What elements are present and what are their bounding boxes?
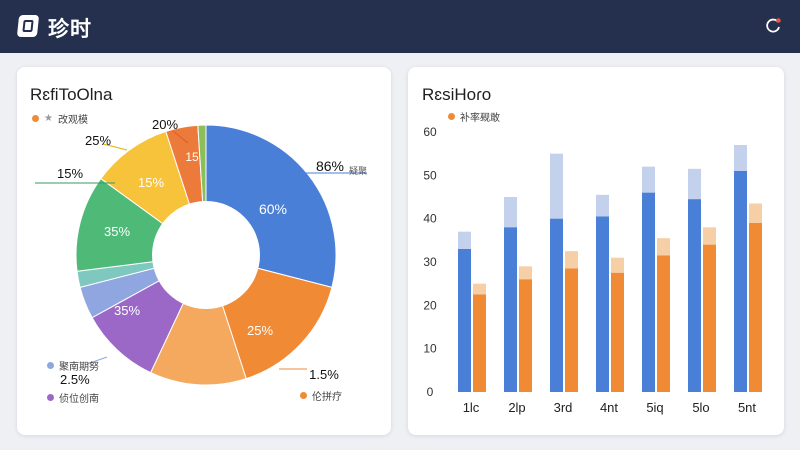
slice-label-15-orange: 15 (185, 150, 199, 164)
bar-5nt-1 (749, 223, 762, 392)
callout-line (172, 130, 189, 144)
slice-label-60: 60% (259, 201, 287, 217)
bar-cap-5iq-0 (642, 166, 655, 193)
bottom-legend-value: 2.5% (60, 372, 90, 387)
x-tick-label: 3rd (554, 400, 573, 415)
callout-86: 86% (316, 158, 344, 174)
star-icon: ★ (44, 113, 53, 124)
bar-5iq-0 (642, 192, 655, 392)
bar-chart: 0 10 20 30 40 50 60 1lc 2lp 3rd 4nt 5iq 5lo 5nt (423, 125, 762, 415)
bar-2lp-0 (504, 227, 517, 392)
bar-cap-5iq-1 (657, 238, 670, 256)
bar-2lp-1 (519, 279, 532, 392)
slice-label-35-green: 35% (104, 224, 130, 239)
y-tick-label: 0 (427, 385, 434, 399)
bar-1lc-0 (458, 249, 471, 392)
callout-86-label: 疑聚 (349, 166, 367, 176)
x-tick-label: 2lp (508, 400, 525, 415)
bar-cap-5nt-0 (734, 145, 747, 171)
legend-label: 聚南期努 (59, 362, 99, 373)
x-tick-label: 1lc (463, 400, 480, 415)
bar-chart-card: RɛsiHoɾo 补率觋敢 0 10 20 30 40 50 60 1lc 2lp 3rd 4nt 5… (408, 67, 784, 435)
y-tick-label: 60 (423, 125, 437, 139)
donut-chart-card: RɛfiToOlna ★ 改观模 60% 25% 35% 35% 15% 15 … (17, 67, 391, 435)
legend-dot (47, 362, 54, 369)
legend-dot (448, 113, 455, 120)
y-tick-label: 10 (423, 342, 437, 356)
bar-legend: 补率觋敢 (448, 109, 500, 124)
bar-cap-1lc-0 (458, 231, 471, 249)
app-logo-icon (16, 15, 40, 37)
y-tick-label: 30 (423, 255, 437, 269)
bar-5iq-1 (657, 255, 670, 392)
bar-5nt-0 (734, 171, 747, 392)
donut-legend: ★ 改观模 (32, 111, 88, 126)
refresh-icon[interactable] (764, 16, 782, 34)
callout-25: 25% (85, 133, 111, 148)
bar-cap-5lo-0 (688, 168, 701, 200)
bar-cap-2lp-0 (504, 197, 517, 228)
bar-3rd-1 (565, 268, 578, 392)
bar-axis: 0 10 20 30 40 50 60 1lc 2lp 3rd 4nt 5iq 5lo 5nt (423, 125, 756, 415)
callout-15: 15% (57, 166, 83, 181)
bar-cap-1lc-1 (473, 283, 486, 295)
bar-1lc-1 (473, 294, 486, 392)
bar-cap-3rd-0 (550, 153, 563, 219)
bar-marks (458, 145, 762, 392)
bar-cap-4nt-1 (611, 257, 624, 273)
x-tick-label: 5lo (692, 400, 709, 415)
callout-20: 20% (152, 117, 178, 132)
x-tick-label: 5nt (738, 400, 756, 415)
bar-cap-3rd-1 (565, 251, 578, 269)
legend-dot (47, 394, 54, 401)
legend-label: 改观模 (57, 115, 88, 126)
slice-label-15-yellow: 15% (138, 175, 164, 190)
slice-label-35-purple: 35% (114, 303, 140, 318)
legend-label: 补率觋敢 (460, 113, 500, 124)
callout-1-5: 1.5% (309, 367, 339, 382)
bar-5lo-0 (688, 199, 701, 392)
bar-chart-title: RɛsiHoɾo (422, 85, 492, 104)
y-tick-label: 40 (423, 212, 437, 226)
bottom-legend-item: 聚南期努 (47, 358, 99, 373)
legend-label: 侦位创南 (59, 394, 99, 405)
y-tick-label: 20 (423, 298, 437, 312)
bar-cap-4nt-0 (596, 194, 609, 217)
bottom-right-legend-item: 伦拼疗 (300, 388, 342, 403)
donut-chart-title: RɛfiToOlna (30, 85, 113, 104)
donut-chart: 60% 25% 35% 35% 15% 15 25% 20% 15% 86% 疑… (35, 117, 367, 386)
x-tick-label: 4nt (600, 400, 618, 415)
donut-hole (152, 201, 260, 309)
slice-label-25: 25% (247, 323, 273, 338)
bar-4nt-0 (596, 216, 609, 392)
bar-3rd-0 (550, 218, 563, 392)
bar-4nt-1 (611, 272, 624, 392)
app-title: 珍时 (48, 18, 92, 41)
bar-cap-5lo-1 (703, 227, 716, 245)
bottom-legend-item: 侦位创南 (47, 390, 99, 405)
legend-dot (32, 115, 39, 122)
callout-line (102, 143, 128, 151)
callout-line (86, 356, 108, 365)
x-tick-label: 5iq (646, 400, 663, 415)
legend-label: 伦拼疗 (312, 392, 342, 403)
bar-cap-2lp-1 (519, 266, 532, 280)
bar-cap-5nt-1 (749, 203, 762, 223)
y-tick-label: 50 (423, 168, 437, 182)
bar-5lo-1 (703, 244, 716, 392)
legend-dot (300, 392, 307, 399)
donut-slice-2 (149, 253, 247, 386)
top-bar: 珍时 (0, 0, 800, 53)
